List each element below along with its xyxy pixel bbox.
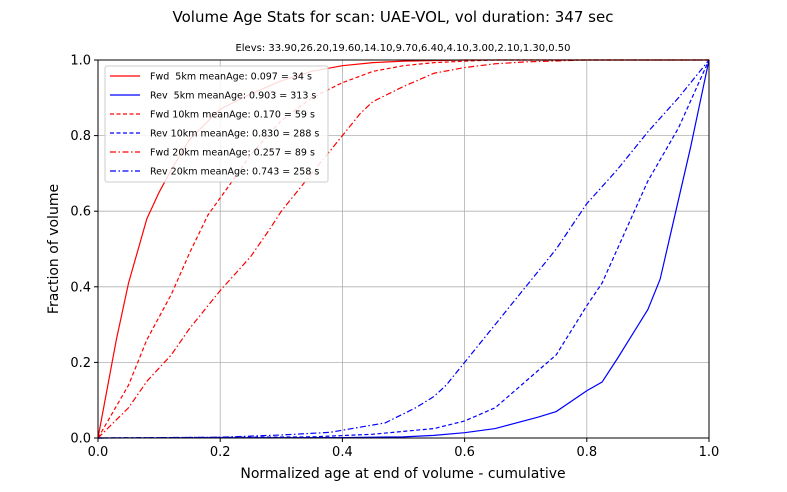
x-axis-label: Normalized age at end of volume - cumula… [240,466,565,482]
chart-subtitle: Elevs: 33.90,26.20,19.60,14.10,9.70,6.40… [235,43,570,54]
x-tick-label: 0.8 [576,445,597,460]
series-line-2 [97,59,710,439]
x-tick-label: 0.4 [332,445,353,460]
y-tick-label: 1.0 [70,54,91,69]
legend-entry-2: Rev 5km meanAge: 0.903 = 313 s [150,91,316,102]
series-line-3 [97,59,709,439]
series-line-6 [97,59,710,439]
x-tick-label: 1.0 [699,445,720,460]
ticks: 0.0 0.2 0.4 0.6 0.8 1.0 0.0 0.2 0.4 0.6 0.8 1.0 [70,54,719,461]
y-tick-label: 0.4 [70,280,91,295]
chart-title: Volume Age Stats for scan: UAE-VOL, vol … [173,8,614,26]
legend-entry-6: Rev 20km meanAge: 0.743 = 258 s [150,167,319,178]
x-tick-label: 0.2 [210,445,231,460]
legend-box [104,65,329,183]
y-tick-label: 0.8 [70,129,91,144]
y-tick-label: 0.2 [70,356,91,371]
x-tick-label: 0.6 [454,445,475,460]
legend: Fwd 5km meanAge: 0.097 = 34 s Rev 5km mea… [104,65,329,183]
plot-frame [97,59,710,439]
legend-entry-5: Fwd 20km meanAge: 0.257 = 89 s [150,148,315,159]
legend-entry-1: Fwd 5km meanAge: 0.097 = 34 s [150,72,312,83]
y-tick-label: 0.6 [70,205,91,220]
y-axis-label: Fraction of volume [46,184,62,314]
legend-entry-4: Rev 10km meanAge: 0.830 = 288 s [150,129,319,140]
y-tick-label: 0.0 [70,432,91,447]
x-tick-label: 0.0 [88,445,109,460]
legend-entry-3: Fwd 10km meanAge: 0.170 = 59 s [150,110,315,121]
series-line-4 [97,59,710,439]
